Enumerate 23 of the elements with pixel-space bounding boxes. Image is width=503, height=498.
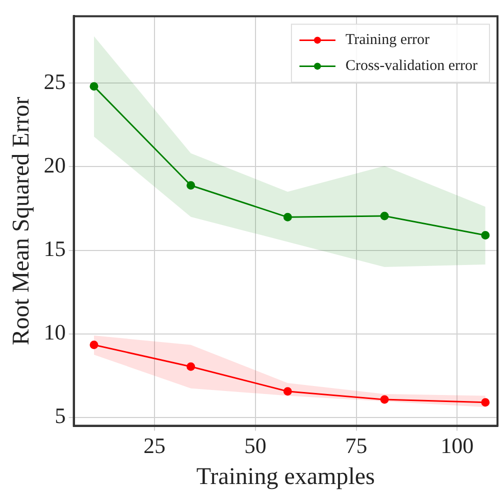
x-axis-title: Training examples [196, 464, 375, 490]
y-tick-label: 10 [44, 320, 66, 345]
point [186, 181, 196, 190]
point [283, 212, 292, 222]
y-tick-label: 20 [44, 152, 66, 178]
point [481, 398, 490, 407]
point [481, 230, 490, 240]
y-tick-label: 25 [44, 68, 66, 94]
x-tick-label: 25 [144, 432, 166, 458]
point [186, 362, 196, 371]
y-axis-title: Root Mean Squared Error [8, 96, 35, 346]
point [380, 212, 389, 220]
legend-label: Training error [345, 32, 430, 48]
point [90, 340, 98, 350]
y-tick-label: 5 [54, 403, 66, 428]
point [90, 82, 98, 91]
point [283, 387, 292, 396]
x-tick-label: 50 [244, 432, 266, 458]
legend-label: Cross-validation error [345, 58, 478, 74]
x-tick-label: 100 [440, 432, 474, 458]
y-tick-label: 15 [44, 236, 66, 262]
x-tick-label: 75 [345, 432, 368, 458]
point [380, 395, 389, 404]
